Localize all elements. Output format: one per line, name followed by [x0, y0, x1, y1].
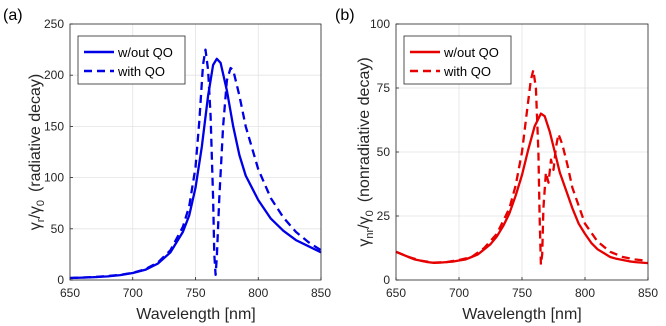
panel-b-xlabel: Wavelength [nm]: [462, 306, 581, 323]
panel-b-ytick-label: 25: [377, 209, 391, 223]
panel-b-label: (b): [335, 7, 355, 24]
panel-a-legend-label-0: w/out QO: [117, 45, 173, 60]
panel-a-legend-box: [77, 35, 186, 85]
panel-a-ylabel: γr/γ0 (radiative decay): [27, 74, 47, 231]
panel-b-legend-label-1: with QO: [443, 64, 491, 79]
panel-a-ylabel-symbol: γ: [27, 222, 44, 230]
panel-b-ylabel: γnr/γ0 (nonradiative decay): [356, 57, 376, 246]
panel-b-ylabel-sub2: 0: [364, 210, 376, 216]
panel-a-ytick-label: 50: [51, 222, 65, 236]
panel-a-ytick-label: 100: [44, 171, 64, 185]
panel-a-series-with-qo-line: [69, 48, 322, 280]
panel-a-series: [69, 48, 322, 280]
panel-a-ytick-label: 200: [44, 68, 64, 82]
panel-b-ytick-label: 50: [377, 145, 391, 159]
panel-a-ytick-label: 150: [44, 119, 64, 133]
panel-b-xtick-label: 700: [449, 286, 469, 300]
panel-a-xtick-label: 650: [60, 286, 80, 300]
panel-b-legend: w/out QO with QO: [403, 35, 512, 85]
panel-a-xtick-label: 800: [248, 286, 268, 300]
panel-a-ylabel-sub2: 0: [35, 200, 47, 206]
panel-a-ytick-label: 0: [57, 273, 64, 287]
panel-b-ylabel-symbol: γ: [356, 239, 373, 247]
panel-b-ylabel-sub1: nr: [364, 229, 376, 239]
panel-b-ytick-label: 75: [377, 81, 391, 95]
panel-a-xtick-label: 850: [311, 286, 331, 300]
panel-b-ytick-label: 0: [383, 273, 390, 287]
panel-b-legend-box: [403, 35, 512, 85]
panel-b-ylabel-sep: /γ: [356, 216, 373, 228]
panel-a-ylabel-sub1: r: [35, 218, 47, 222]
panel-b-xtick-label: 850: [638, 286, 658, 300]
panel-a-xlabel: Wavelength [nm]: [136, 306, 255, 323]
panel-a-ylabel-sep: /γ: [27, 206, 44, 218]
panel-b-ylabel-desc: (nonradiative decay): [356, 57, 373, 202]
panel-a-label: (a): [3, 7, 23, 24]
panel-a: (a) 650 700 750 800 850 0 50 100 150 200 250 Wavel…: [3, 7, 331, 323]
panel-b-ticks: 650 700 750 800 850 0 25 50 75 100: [370, 17, 658, 300]
panel-a-ticks: 650 700 750 800 850 0 50 100 150 200 250: [44, 17, 331, 300]
panel-a-ytick-label: 250: [44, 17, 64, 31]
panel-b-xtick-label: 650: [386, 286, 406, 300]
panel-b-series: [395, 68, 649, 266]
panel-a-xtick-label: 750: [185, 286, 205, 300]
panel-a-ylabel-desc: (radiative decay): [27, 74, 44, 192]
panel-b-xtick-label: 800: [575, 286, 595, 300]
panel-a-xtick-label: 700: [123, 286, 143, 300]
panel-b-ytick-label: 100: [370, 17, 390, 31]
panel-b-legend-label-0: w/out QO: [443, 45, 499, 60]
panel-a-legend-label-1: with QO: [117, 64, 165, 79]
panel-a-legend: w/out QO with QO: [77, 35, 186, 85]
panel-b-xtick-label: 750: [512, 286, 532, 300]
